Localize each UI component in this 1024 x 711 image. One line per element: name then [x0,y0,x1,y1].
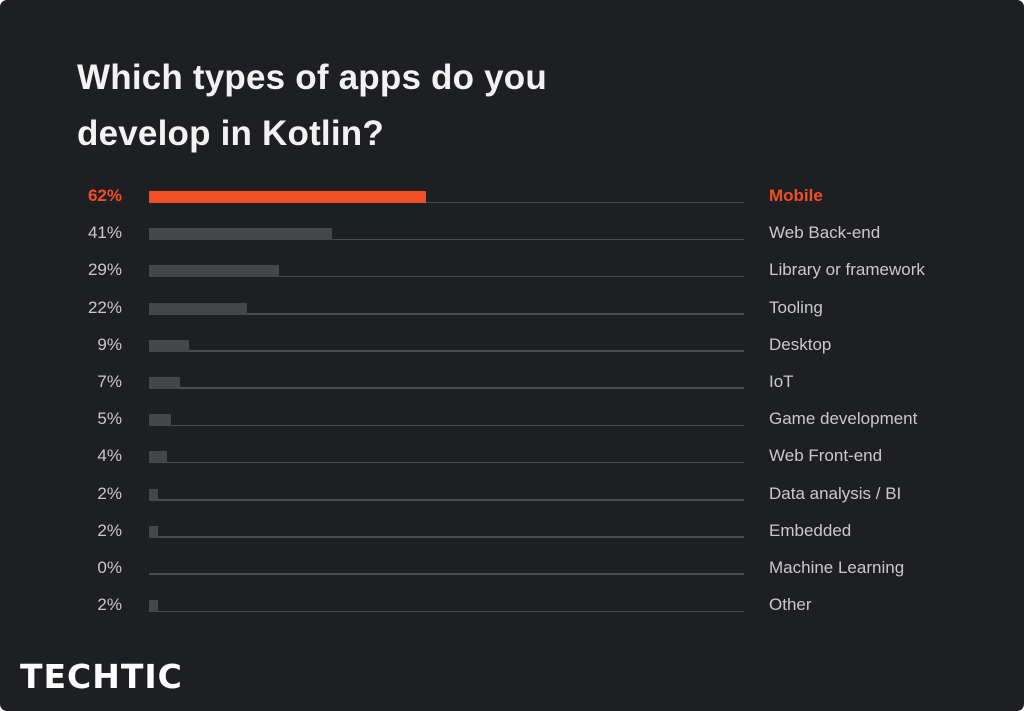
bar-row: 2% Other [0,586,1024,623]
category-label: Web Front-end [769,446,883,466]
category-label: IoT [769,371,794,391]
value-label: 2% [97,595,122,615]
baseline [149,499,744,501]
value-label: 0% [97,557,122,577]
value-label: 4% [97,446,122,466]
bar-row: 22% Tooling [0,289,1024,326]
category-label: Game development [769,409,918,429]
bar-row: 5% Game development [0,400,1024,437]
baseline [149,201,744,203]
baseline [149,461,744,464]
bar-row: 2% Data analysis / BI [0,475,1024,512]
category-label: Embedded [769,520,852,540]
value-label: 7% [97,371,122,391]
bar-track [149,339,744,352]
bar [149,525,158,538]
value-label: 22% [87,297,122,317]
bar [149,339,190,352]
bar-track [149,302,744,315]
value-label: 62% [87,186,122,205]
category-label: Other [769,595,812,615]
category-label: Data analysis / BI [769,483,902,503]
category-label: Desktop [769,334,832,354]
bar-row: 2% Embedded [0,512,1024,549]
bar-track [149,525,744,538]
bar [149,228,333,241]
bar-track [149,562,744,575]
bar-row: 29% Library or framework [0,251,1024,288]
bar-track [149,264,744,278]
bar-row: 41% Web Back-end [0,214,1024,251]
category-label: Tooling [769,297,823,317]
bar [149,302,248,315]
chart-title: Which types of apps do you develop in Ko… [77,58,547,153]
baseline [149,238,744,241]
bar-track [149,488,744,501]
bar [149,265,279,278]
bar [149,376,181,389]
baseline [149,610,744,613]
baseline [149,424,744,427]
bar-row: 0% Machine Learning [0,549,1024,586]
bar-track [149,413,744,427]
category-label: Library or framework [769,260,925,280]
baseline [149,387,744,389]
bar-track [149,190,744,203]
bar [149,191,427,203]
value-label: 5% [97,409,122,429]
category-label: Machine Learning [769,557,905,577]
baseline [149,313,744,315]
bar-list: 62% Mobile 41% Web Back-end 29% Library or fr… [0,177,1024,623]
bar-row: 62% Mobile [0,177,1024,214]
value-label: 2% [97,520,122,540]
bar [149,451,167,464]
baseline [149,275,744,278]
value-label: 9% [97,334,122,354]
bar-track [149,450,744,464]
techtic-logo: TECHTIC [20,657,183,696]
baseline [149,350,744,352]
bar [149,414,172,427]
value-label: 2% [97,483,122,503]
category-label: Web Back-end [769,223,881,243]
value-label: 29% [87,260,122,280]
bar-track [149,599,744,613]
baseline [149,573,744,575]
bar [149,600,158,613]
bar-track [149,227,744,241]
baseline [149,536,744,538]
bar-row: 4% Web Front-end [0,437,1024,474]
value-label: 41% [87,223,122,243]
bar [149,488,158,501]
category-label: Mobile [769,186,823,205]
bar-track [149,376,744,389]
bar-row: 9% Desktop [0,326,1024,363]
bar-row: 7% IoT [0,363,1024,400]
